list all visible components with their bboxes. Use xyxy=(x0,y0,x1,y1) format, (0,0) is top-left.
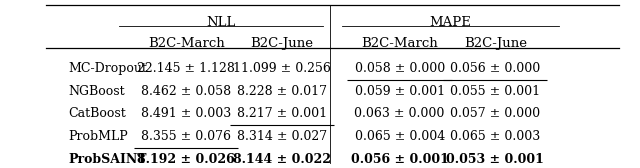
Text: 8.314 ± 0.027: 8.314 ± 0.027 xyxy=(237,130,327,143)
Text: 0.056 ± 0.000: 0.056 ± 0.000 xyxy=(450,62,540,75)
Text: 0.065 ± 0.003: 0.065 ± 0.003 xyxy=(450,130,540,143)
Text: B2C-June: B2C-June xyxy=(250,37,313,50)
Text: NGBoost: NGBoost xyxy=(68,85,125,98)
Text: ProbMLP: ProbMLP xyxy=(68,130,128,143)
Text: 8.228 ± 0.017: 8.228 ± 0.017 xyxy=(237,85,327,98)
Text: 8.144 ± 0.022: 8.144 ± 0.022 xyxy=(233,153,331,166)
Text: CatBoost: CatBoost xyxy=(68,107,126,120)
Text: 8.217 ± 0.001: 8.217 ± 0.001 xyxy=(237,107,327,120)
Text: 8.192 ± 0.026: 8.192 ± 0.026 xyxy=(138,153,235,166)
Text: MAPE: MAPE xyxy=(429,16,472,29)
Text: B2C-March: B2C-March xyxy=(361,37,438,50)
Text: 0.065 ± 0.004: 0.065 ± 0.004 xyxy=(355,130,445,143)
Text: B2C-March: B2C-March xyxy=(148,37,225,50)
Text: 0.056 ± 0.001: 0.056 ± 0.001 xyxy=(351,153,449,166)
Text: 0.058 ± 0.000: 0.058 ± 0.000 xyxy=(355,62,445,75)
Text: 0.059 ± 0.001: 0.059 ± 0.001 xyxy=(355,85,445,98)
Text: 8.491 ± 0.003: 8.491 ± 0.003 xyxy=(141,107,231,120)
Text: 0.057 ± 0.000: 0.057 ± 0.000 xyxy=(450,107,540,120)
Text: NLL: NLL xyxy=(207,16,236,29)
Text: MC-Dropout: MC-Dropout xyxy=(68,62,147,75)
Text: 22.145 ± 1.128: 22.145 ± 1.128 xyxy=(137,62,235,75)
Text: 8.355 ± 0.076: 8.355 ± 0.076 xyxy=(141,130,231,143)
Text: ProbSAINT: ProbSAINT xyxy=(68,153,147,166)
Text: 11.099 ± 0.256: 11.099 ± 0.256 xyxy=(233,62,331,75)
Text: 8.462 ± 0.058: 8.462 ± 0.058 xyxy=(141,85,231,98)
Text: 0.055 ± 0.001: 0.055 ± 0.001 xyxy=(450,85,540,98)
Text: B2C-June: B2C-June xyxy=(464,37,527,50)
Text: 0.063 ± 0.000: 0.063 ± 0.000 xyxy=(355,107,445,120)
Text: 0.053 ± 0.001: 0.053 ± 0.001 xyxy=(446,153,544,166)
